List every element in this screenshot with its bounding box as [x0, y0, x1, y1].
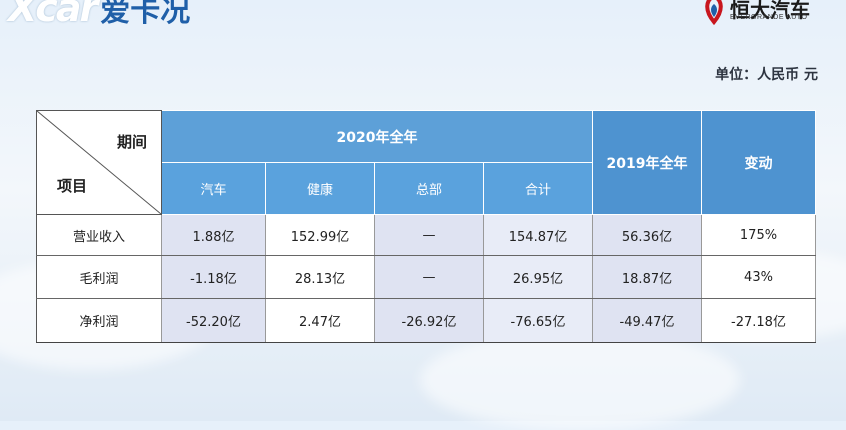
- row-label: 营业收入: [36, 214, 162, 256]
- col-change-header: 变动: [701, 110, 816, 215]
- financial-table: 期间 项目 2020年全年 2019年全年 变动 汽车 健康 总部 合计 营业收…: [36, 110, 816, 343]
- group-2020-header: 2020年全年: [161, 110, 593, 163]
- sub-col-health: 健康: [265, 162, 375, 215]
- table-cell: 28.13亿: [265, 255, 375, 299]
- table-cell: 1.88亿: [161, 214, 266, 256]
- sub-col-total: 合计: [483, 162, 593, 215]
- table-cell: 2.47亿: [265, 298, 375, 343]
- logo-en: EVERGRANDE AUTO: [730, 14, 808, 21]
- watermark: Xcar 爱卡况: [8, 0, 190, 30]
- row-label: 毛利润: [36, 255, 162, 299]
- evergrande-logo-icon: [705, 0, 723, 26]
- corner-header: 期间 项目: [36, 110, 162, 215]
- table-row: 毛利润 -1.18亿 28.13亿 — 26.95亿 18.87亿 43%: [36, 255, 816, 299]
- corner-period-label: 期间: [116, 133, 147, 151]
- table-cell: 18.87亿: [592, 255, 702, 299]
- col-2019-header: 2019年全年: [592, 110, 702, 215]
- sub-col-hq: 总部: [374, 162, 484, 215]
- table-cell: 26.95亿: [483, 255, 593, 299]
- corner-item-label: 项目: [57, 177, 88, 195]
- table-row: 净利润 -52.20亿 2.47亿 -26.92亿 -76.65亿 -49.47…: [36, 298, 816, 343]
- table-cell: -26.92亿: [374, 298, 484, 343]
- table-cell: —: [374, 255, 484, 299]
- table-cell: 154.87亿: [483, 214, 593, 256]
- table-cell: 152.99亿: [265, 214, 375, 256]
- table-cell: 43%: [701, 255, 816, 299]
- table-cell: -49.47亿: [592, 298, 702, 343]
- table-row: 营业收入 1.88亿 152.99亿 — 154.87亿 56.36亿 175%: [36, 214, 816, 256]
- logo-cn: 恒大汽车: [730, 0, 810, 22]
- table-cell: -52.20亿: [161, 298, 266, 343]
- table-cell: -1.18亿: [161, 255, 266, 299]
- row-label: 净利润: [36, 298, 162, 343]
- watermark-cn: 爱卡况: [100, 0, 191, 29]
- corner-diagonal: [37, 111, 161, 214]
- table-cell: -76.65亿: [483, 298, 593, 343]
- watermark-latin: Xcar: [8, 0, 98, 30]
- sub-col-auto: 汽车: [161, 162, 266, 215]
- table-cell: 175%: [701, 214, 816, 256]
- evergrande-auto-logo: 恒大汽车 EVERGRANDE AUTO: [700, 0, 832, 32]
- table-cell: —: [374, 214, 484, 256]
- unit-label: 单位：人民币 元: [715, 67, 818, 83]
- table-cell: -27.18亿: [701, 298, 816, 343]
- table-cell: 56.36亿: [592, 214, 702, 256]
